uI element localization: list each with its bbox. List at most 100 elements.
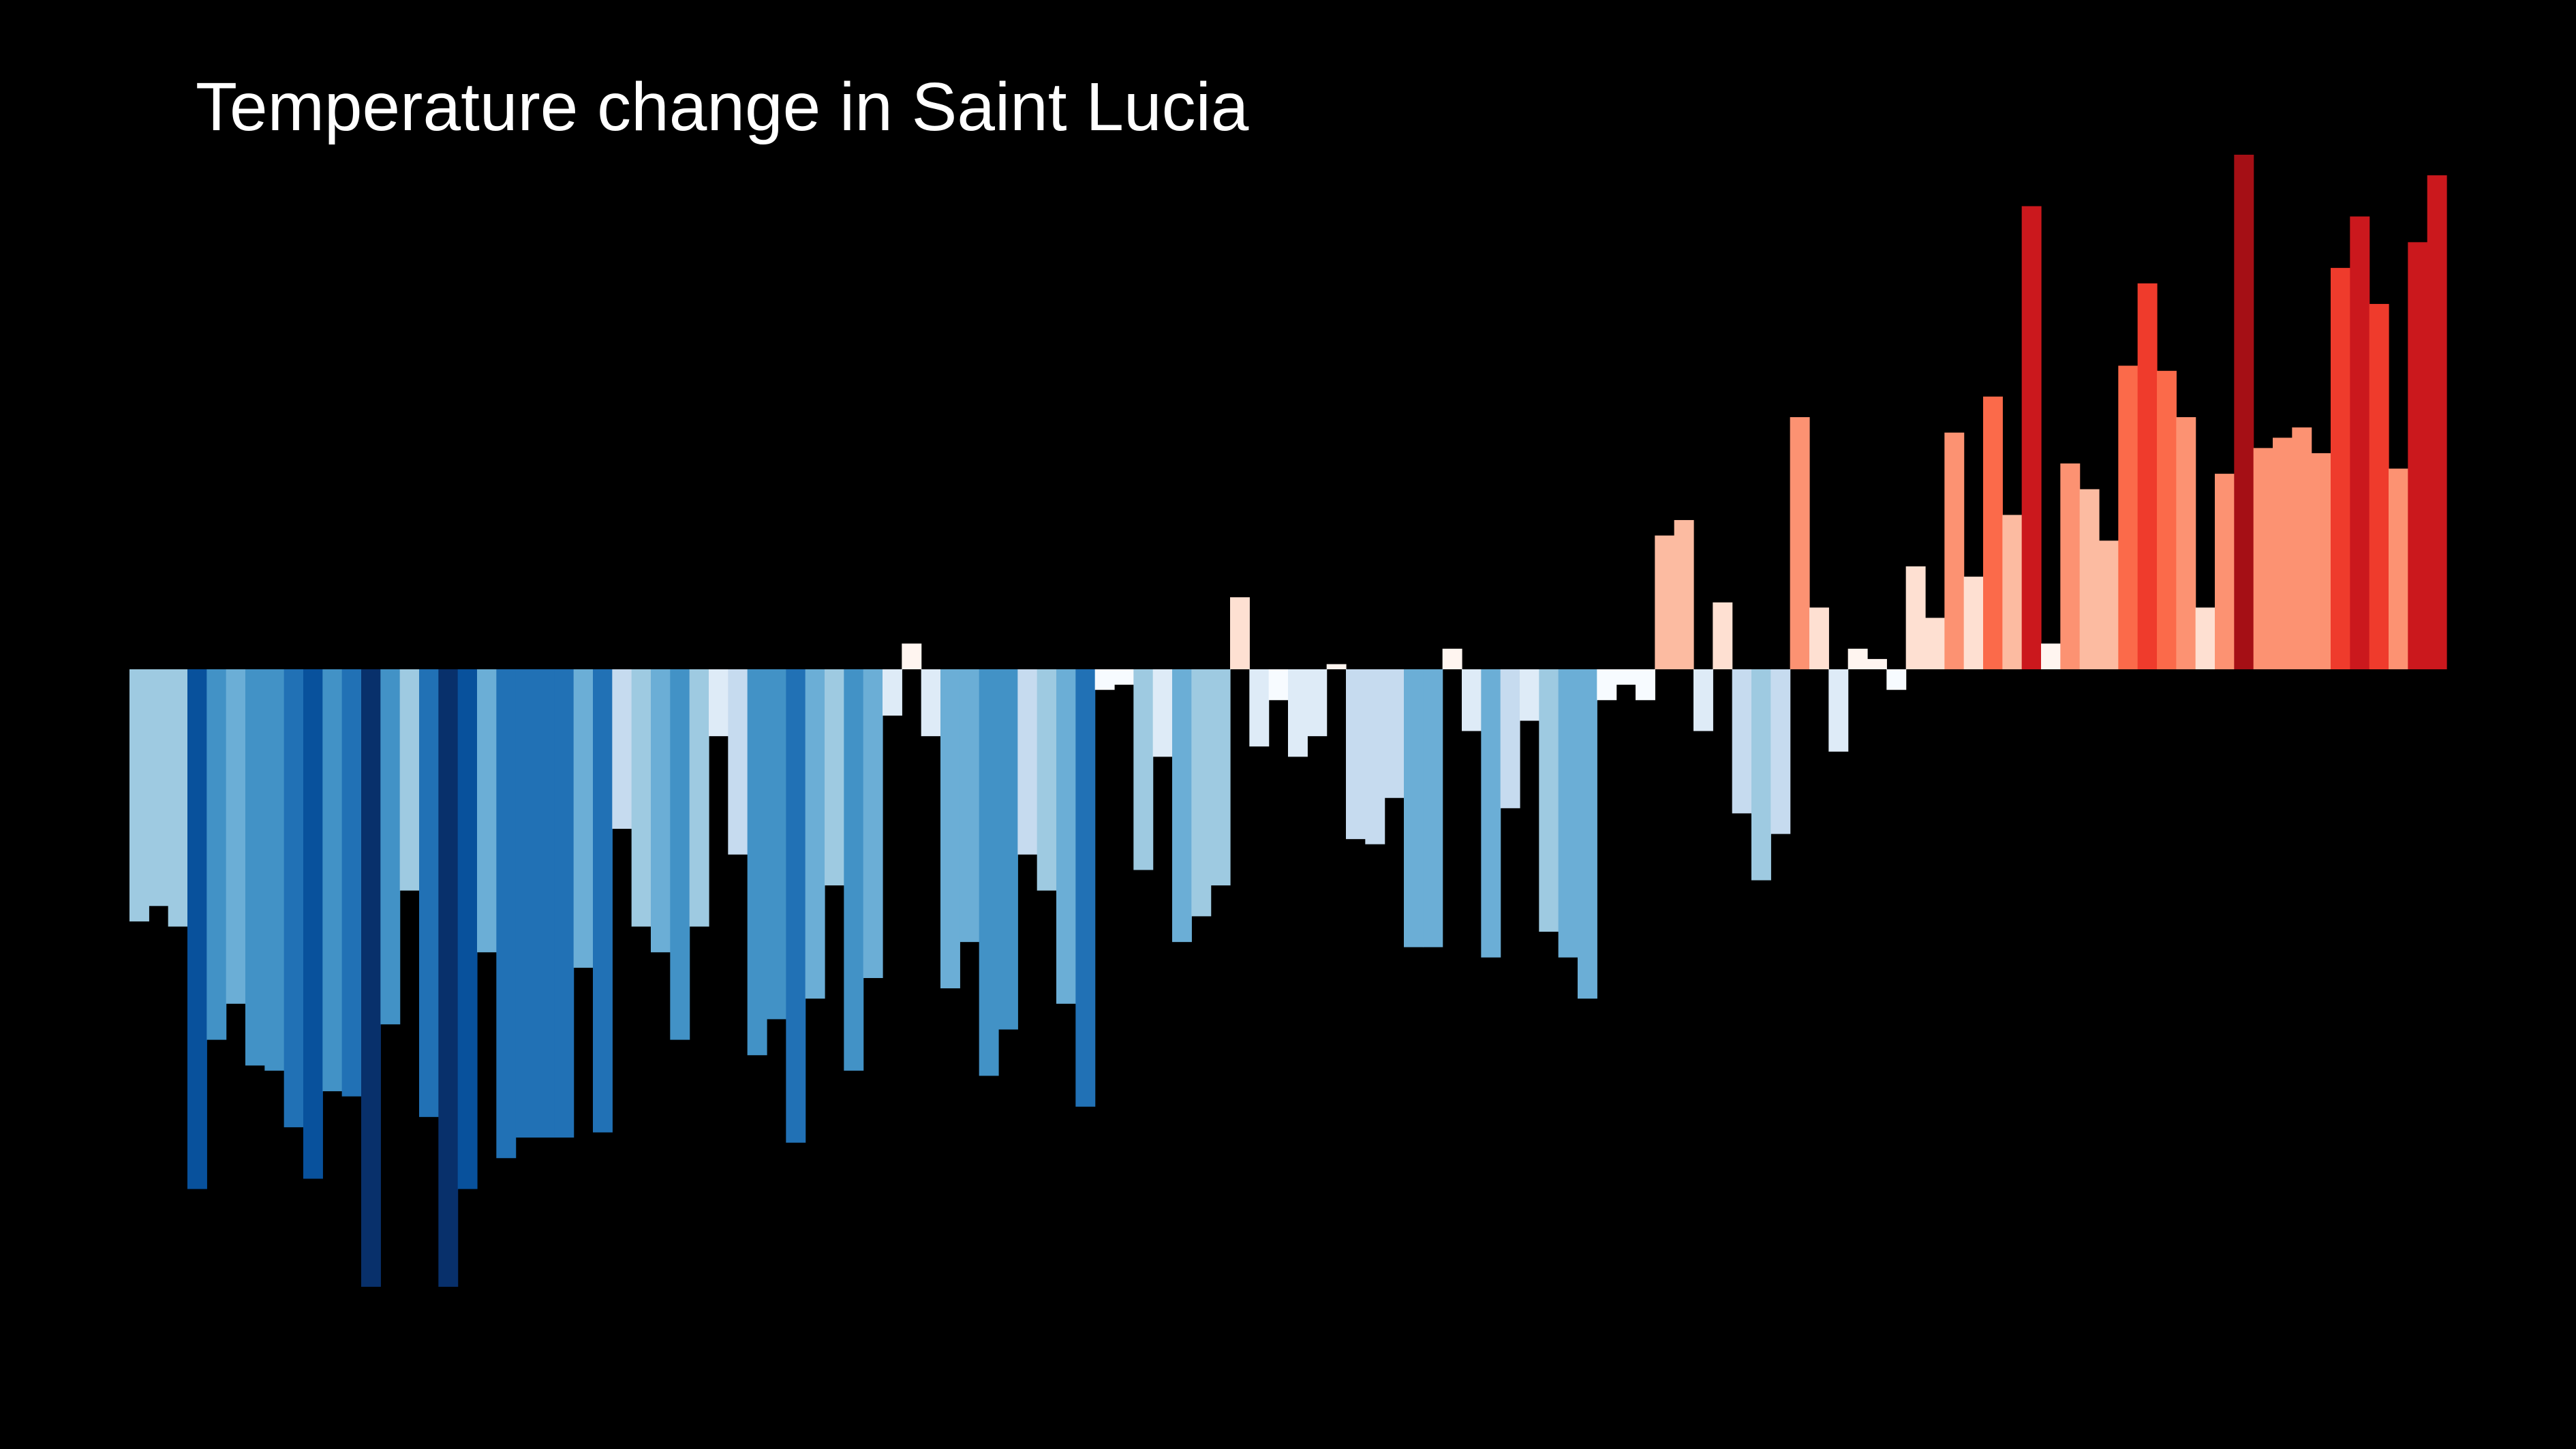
- bar-28: [651, 669, 671, 953]
- bar-104: [2118, 365, 2138, 669]
- bar-6: [226, 669, 246, 1004]
- bar-2: [149, 669, 169, 906]
- bar-114: [2311, 453, 2331, 669]
- bar-92: [1886, 669, 1907, 690]
- bar-76: [1578, 669, 1597, 999]
- bar-29: [670, 669, 690, 1040]
- bar-120: [2427, 175, 2447, 669]
- bar-26: [612, 669, 632, 829]
- bar-88: [1809, 607, 1829, 669]
- bar-100: [2041, 643, 2061, 669]
- bar-83: [1713, 602, 1733, 669]
- bar-110: [2234, 155, 2254, 669]
- bar-12: [341, 669, 362, 1097]
- bar-1: [129, 669, 149, 921]
- bar-112: [2273, 438, 2293, 669]
- bar-102: [2079, 489, 2100, 669]
- bar-33: [747, 669, 767, 1056]
- bar-91: [1867, 658, 1887, 669]
- bar-74: [1539, 669, 1559, 932]
- bar-109: [2215, 474, 2235, 669]
- bar-34: [767, 669, 786, 1020]
- bar-99: [2021, 206, 2042, 669]
- bar-53: [1133, 669, 1154, 870]
- bar-50: [1075, 669, 1096, 1107]
- bar-68: [1423, 669, 1443, 947]
- bar-39: [863, 669, 883, 978]
- bar-90: [1847, 648, 1868, 669]
- bar-17: [438, 669, 459, 1287]
- bar-18: [457, 669, 478, 1189]
- bar-22: [535, 669, 555, 1138]
- bar-8: [264, 669, 285, 1071]
- bar-15: [399, 669, 420, 891]
- bar-23: [554, 669, 574, 1138]
- bar-9: [283, 669, 304, 1127]
- bar-73: [1520, 669, 1539, 721]
- bar-10: [303, 669, 323, 1179]
- bar-42: [921, 669, 941, 737]
- bar-25: [593, 669, 613, 1133]
- bar-24: [573, 669, 594, 968]
- bar-27: [631, 669, 651, 927]
- bar-31: [709, 669, 729, 737]
- bar-52: [1114, 669, 1134, 685]
- bar-111: [2253, 448, 2273, 669]
- bar-43: [940, 669, 960, 989]
- bar-63: [1326, 664, 1347, 669]
- bar-89: [1828, 669, 1849, 752]
- bar-57: [1210, 669, 1231, 886]
- bar-79: [1636, 669, 1655, 701]
- bar-80: [1655, 535, 1675, 669]
- bar-118: [2389, 468, 2408, 669]
- bar-60: [1268, 669, 1289, 701]
- bar-81: [1674, 520, 1694, 669]
- bar-64: [1346, 669, 1366, 840]
- bar-101: [2060, 463, 2081, 669]
- bar-40: [883, 669, 902, 716]
- bar-98: [2002, 515, 2023, 669]
- bar-97: [1983, 396, 2003, 669]
- bar-30: [689, 669, 709, 927]
- bar-84: [1732, 669, 1752, 814]
- bar-51: [1094, 669, 1115, 690]
- bar-113: [2292, 427, 2312, 669]
- bar-47: [1017, 669, 1038, 855]
- bar-19: [477, 669, 497, 953]
- bar-38: [844, 669, 864, 1071]
- bar-49: [1056, 669, 1076, 1004]
- bar-21: [515, 669, 536, 1138]
- bar-35: [786, 669, 806, 1143]
- bar-61: [1288, 669, 1308, 757]
- bar-71: [1481, 669, 1501, 958]
- bar-44: [960, 669, 980, 943]
- bar-5: [206, 669, 227, 1040]
- bar-116: [2350, 216, 2370, 670]
- bar-69: [1442, 648, 1462, 669]
- bar-77: [1597, 669, 1617, 701]
- chart-title: Temperature change in Saint Lucia: [196, 69, 1249, 145]
- bar-117: [2369, 303, 2389, 669]
- bar-7: [245, 669, 265, 1066]
- bar-54: [1152, 669, 1173, 757]
- bar-107: [2176, 417, 2196, 669]
- bar-55: [1172, 669, 1192, 943]
- bar-105: [2137, 283, 2158, 669]
- bar-87: [1790, 417, 1810, 669]
- bar-14: [380, 669, 401, 1024]
- bar-4: [187, 669, 207, 1189]
- bar-56: [1191, 669, 1212, 917]
- bar-119: [2408, 242, 2428, 670]
- bar-36: [805, 669, 825, 999]
- bar-108: [2195, 607, 2215, 669]
- bar-106: [2157, 371, 2177, 669]
- bar-93: [1905, 566, 1926, 669]
- bar-48: [1037, 669, 1057, 891]
- bar-65: [1365, 669, 1385, 844]
- bar-3: [168, 669, 188, 927]
- bar-115: [2331, 268, 2350, 670]
- bar-67: [1404, 669, 1424, 947]
- bar-46: [998, 669, 1018, 1030]
- bar-96: [1963, 577, 1984, 669]
- bar-41: [902, 643, 922, 669]
